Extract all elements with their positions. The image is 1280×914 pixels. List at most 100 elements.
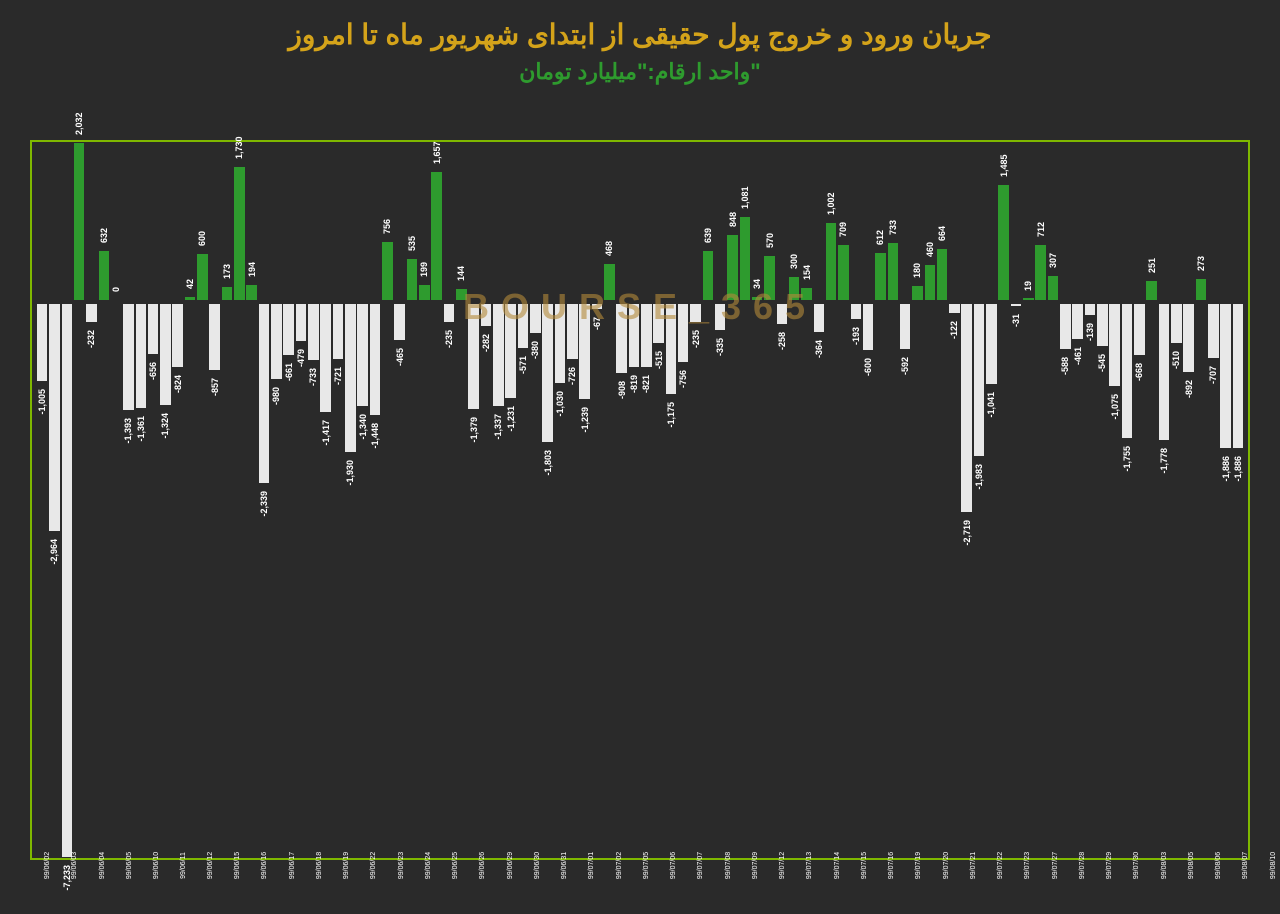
- bar-wrap: -721: [332, 142, 344, 858]
- bar: [777, 304, 788, 324]
- bar: [666, 304, 677, 394]
- bar-wrap: -1,005: [36, 142, 48, 858]
- bar-wrap: -908: [616, 142, 628, 858]
- bar-wrap: -1,175: [665, 142, 677, 858]
- bar-value-label: -1,778: [1159, 448, 1169, 474]
- bar: [394, 304, 405, 340]
- bar-value-label: 199: [419, 262, 429, 277]
- bar-wrap: 612: [875, 142, 887, 858]
- x-axis-label: 99/06/31: [561, 852, 568, 879]
- bar-value-label: 42: [185, 279, 195, 289]
- bar-wrap: -1,041: [986, 142, 998, 858]
- x-axis-label: 99/07/19: [916, 852, 923, 879]
- bar-wrap: -756: [677, 142, 689, 858]
- bar-wrap: 19: [1023, 142, 1035, 858]
- bar-wrap: -1,417: [320, 142, 332, 858]
- bar: [185, 297, 196, 300]
- bar-value-label: 712: [1036, 222, 1046, 237]
- bar-wrap: -122: [949, 142, 961, 858]
- bar-wrap: -1,340: [357, 142, 369, 858]
- bar: [555, 304, 566, 383]
- x-axis-label: 99/08/10: [1270, 852, 1277, 879]
- bar-value-label: 1,485: [999, 155, 1009, 178]
- bar-wrap: -31: [1010, 142, 1022, 858]
- bar: [493, 304, 504, 406]
- bar-value-label: -819: [629, 375, 639, 393]
- bar-value-label: -193: [851, 327, 861, 345]
- bar-value-label: -31: [1011, 314, 1021, 327]
- bar: [764, 256, 775, 300]
- bar: [937, 249, 948, 300]
- bar-value-label: -122: [949, 321, 959, 339]
- bar: [320, 304, 331, 412]
- bar-wrap: -1,886: [1232, 142, 1244, 858]
- bar: [345, 304, 356, 452]
- bar-wrap: 1,081: [739, 142, 751, 858]
- bar: [1072, 304, 1083, 339]
- bar-wrap: -364: [813, 142, 825, 858]
- bar-wrap: 848: [727, 142, 739, 858]
- bar-wrap: 180: [912, 142, 924, 858]
- bar: [49, 304, 60, 531]
- bar-value-label: 733: [888, 220, 898, 235]
- bar-wrap: -335: [714, 142, 726, 858]
- bar-wrap: -592: [899, 142, 911, 858]
- bar-value-label: -1,175: [666, 402, 676, 428]
- bar-value-label: 0: [111, 287, 121, 292]
- bar-wrap: 535: [406, 142, 418, 858]
- x-axis-label: 99/06/23: [398, 852, 405, 879]
- bar: [592, 304, 603, 309]
- bar: [160, 304, 171, 405]
- bar: [1122, 304, 1133, 438]
- bar: [172, 304, 183, 367]
- bar-value-label: -592: [900, 357, 910, 375]
- x-axis-label: 99/08/06: [1215, 852, 1222, 879]
- bar-wrap: 570: [764, 142, 776, 858]
- bar-wrap: -1,448: [369, 142, 381, 858]
- x-axis-label: 99/07/09: [752, 852, 759, 879]
- bar-value-label: -335: [715, 338, 725, 356]
- bar: [604, 264, 615, 300]
- bar: [530, 304, 541, 333]
- bar: [1035, 245, 1046, 300]
- bar-value-label: 756: [382, 219, 392, 234]
- bar-wrap: -668: [1134, 142, 1146, 858]
- bar-value-label: 468: [604, 241, 614, 256]
- x-axis-label: 99/06/02: [44, 852, 51, 879]
- bar-wrap: -1,379: [468, 142, 480, 858]
- x-axis-label: 99/07/01: [589, 852, 596, 879]
- bar-value-label: 19: [1023, 281, 1033, 291]
- bar-wrap: -1,324: [160, 142, 172, 858]
- x-axis-label: 99/07/05: [643, 852, 650, 879]
- bar: [370, 304, 381, 415]
- bar-wrap: -1,930: [345, 142, 357, 858]
- bar-value-label: 535: [407, 236, 417, 251]
- bar-wrap: -588: [1060, 142, 1072, 858]
- bar-value-label: -756: [678, 370, 688, 388]
- bar-value-label: -2,719: [962, 520, 972, 546]
- bar: [1159, 304, 1170, 440]
- bar-wrap: -380: [529, 142, 541, 858]
- chart-title: جریان ورود و خروج پول حقیقی از ابتدای شه…: [0, 18, 1280, 51]
- bar: [1208, 304, 1219, 358]
- x-axis-label: 99/07/23: [1025, 852, 1032, 879]
- bar: [468, 304, 479, 409]
- bar-wrap: 1,485: [998, 142, 1010, 858]
- bar-wrap: -235: [443, 142, 455, 858]
- x-axis-labels: 99/06/0299/06/0399/06/0499/06/0599/06/10…: [34, 862, 1246, 869]
- bar-value-label: -235: [691, 330, 701, 348]
- bar: [518, 304, 529, 348]
- bar-value-label: -258: [777, 332, 787, 350]
- x-axis-label: 99/06/18: [316, 852, 323, 879]
- bar-wrap: 154: [801, 142, 813, 858]
- x-axis-label: 99/07/07: [698, 852, 705, 879]
- bar: [382, 242, 393, 300]
- bar-wrap: -571: [517, 142, 529, 858]
- bar: [209, 304, 220, 370]
- bar: [863, 304, 874, 350]
- bar-wrap: -2,964: [49, 142, 61, 858]
- bar-value-label: -2,964: [49, 539, 59, 565]
- bar-value-label: -1,361: [136, 416, 146, 442]
- bar: [505, 304, 516, 398]
- bar-wrap: 460: [924, 142, 936, 858]
